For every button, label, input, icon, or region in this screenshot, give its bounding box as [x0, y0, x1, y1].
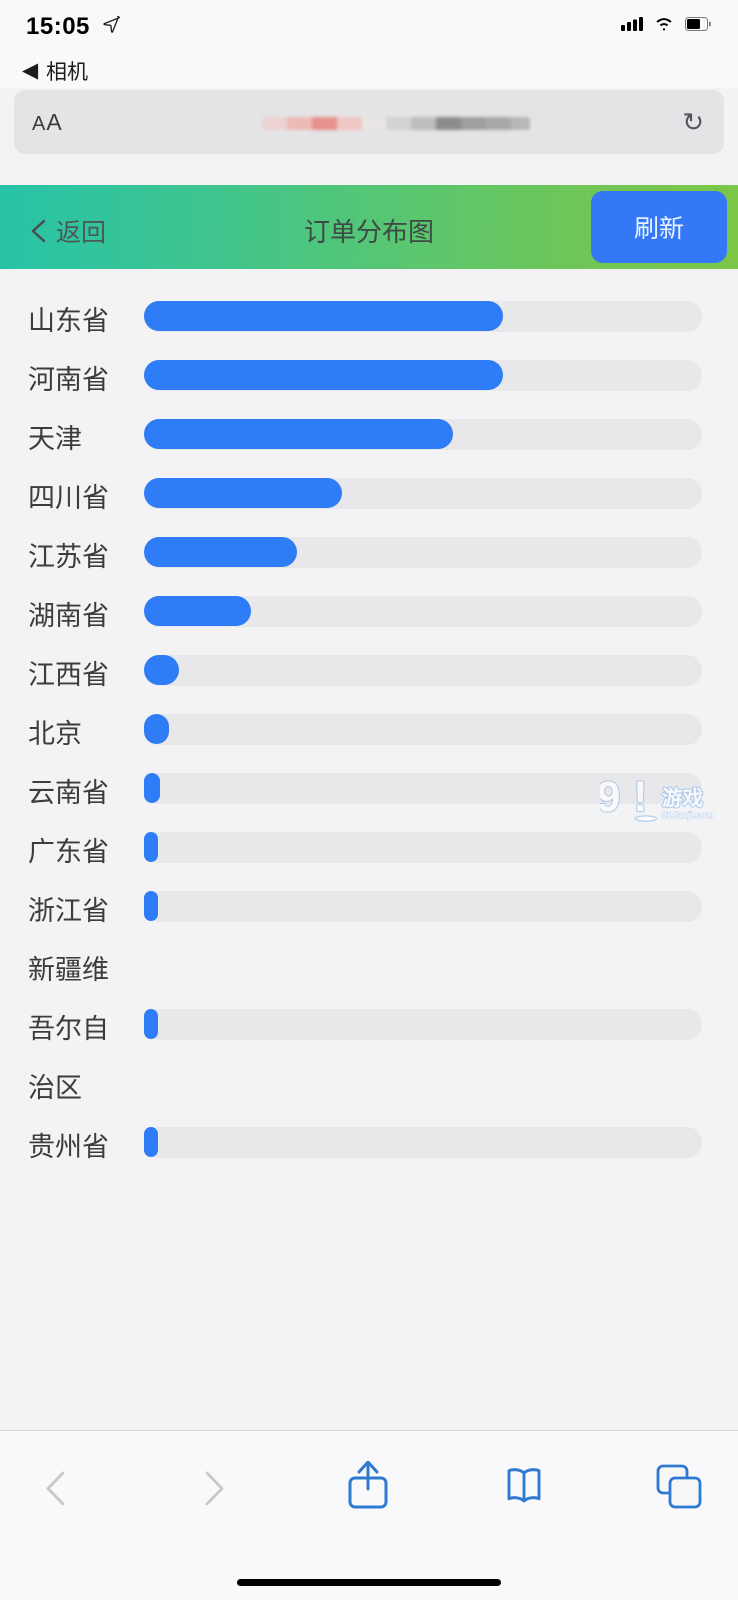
- svg-text:91danji.com: 91danji.com: [662, 810, 714, 820]
- svg-text:!: !: [633, 773, 647, 821]
- svg-text:9: 9: [600, 773, 620, 821]
- svg-text:游戏: 游戏: [662, 786, 704, 810]
